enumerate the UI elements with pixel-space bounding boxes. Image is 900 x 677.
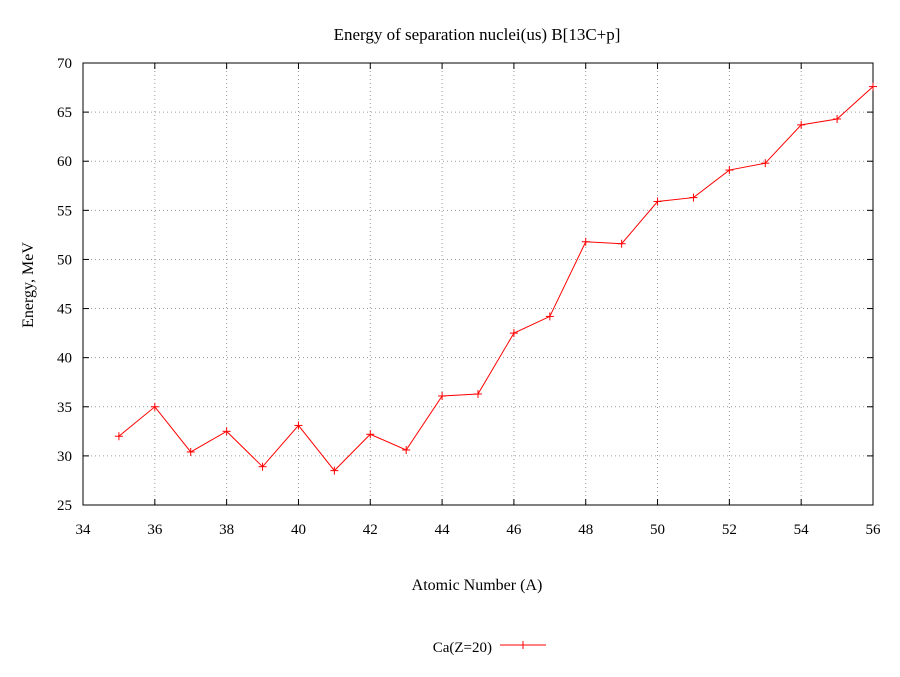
data-point (366, 430, 375, 439)
x-tick-label: 50 (650, 522, 665, 538)
y-axis-label: Energy, MeV (20, 242, 37, 328)
grid (83, 63, 873, 505)
data-point (581, 237, 590, 246)
legend-label-ca: Ca(Z=20) (433, 640, 492, 656)
series-line-ca (118, 86, 874, 472)
data-point (509, 329, 518, 338)
x-tick-label: 52 (722, 522, 737, 538)
data-point (833, 114, 842, 123)
data-point (150, 402, 159, 411)
y-tick-label: 65 (57, 105, 72, 121)
data-point (438, 391, 447, 400)
data-point (258, 462, 267, 471)
data-point (545, 312, 554, 321)
data-point (186, 447, 195, 456)
legend-marker-ca (519, 641, 527, 649)
data-point (653, 197, 662, 206)
plot-frame (82, 62, 874, 506)
data-point (114, 432, 123, 441)
x-axis-label: Atomic Number (A) (412, 577, 543, 594)
data-point (869, 82, 877, 91)
x-tick-label: 36 (147, 522, 163, 538)
x-tick-label: 46 (506, 522, 522, 538)
data-point (797, 120, 806, 129)
legend: Ca(Z=20) (433, 640, 546, 656)
data-point (725, 166, 734, 175)
x-tick-label: 56 (866, 522, 882, 538)
data-point (617, 239, 626, 248)
data-point (222, 427, 231, 436)
x-tick-label: 42 (363, 522, 378, 538)
x-tick-label: 48 (578, 522, 593, 538)
y-tick-label: 25 (57, 498, 72, 514)
y-tick-label: 30 (57, 449, 72, 465)
series-layer (114, 82, 877, 475)
y-tick-label: 70 (57, 56, 72, 72)
data-point (474, 390, 482, 399)
y-tick-label: 55 (57, 203, 72, 219)
data-point (402, 445, 411, 454)
x-tick-label: 54 (794, 522, 810, 538)
y-tick-label: 60 (57, 154, 72, 170)
x-tick-label: 38 (219, 522, 234, 538)
y-tick-label: 45 (57, 302, 72, 318)
axis-ticks: 34 36 38 40 42 44 46 48 50 52 54 56 25 30 35 40 45 50 55 60… (57, 56, 881, 538)
data-point (330, 466, 339, 475)
y-tick-label: 40 (57, 351, 72, 367)
x-tick-label: 44 (435, 522, 451, 538)
data-point (294, 421, 303, 430)
x-tick-label: 34 (76, 522, 92, 538)
x-tick-label: 40 (291, 522, 306, 538)
chart-title: Energy of separation nuclei(us) B[13C+p] (334, 25, 621, 44)
y-tick-label: 50 (57, 252, 72, 268)
data-point (761, 159, 770, 168)
data-point (689, 193, 698, 202)
y-tick-label: 35 (57, 400, 72, 416)
